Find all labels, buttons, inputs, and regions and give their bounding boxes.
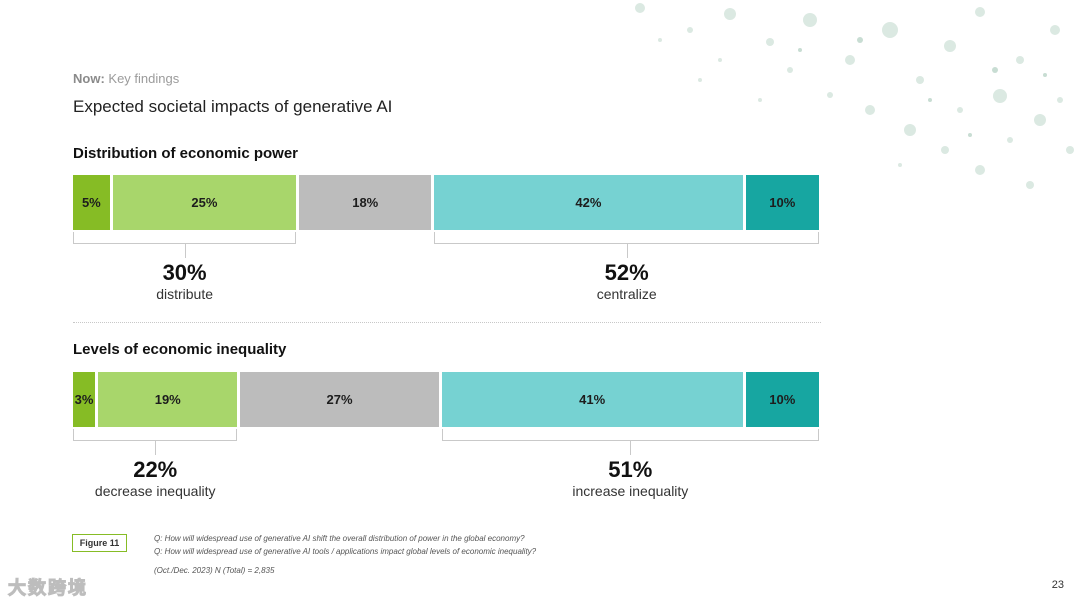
note-question-2: Q: How will widespread use of generative…	[154, 547, 537, 556]
group-bracket	[73, 232, 297, 244]
bar-segment: 41%	[441, 372, 743, 427]
decorative-dots	[635, 3, 1074, 189]
group-bracket-stem	[626, 244, 628, 258]
group-total-value: 30%	[162, 260, 207, 285]
group-total-value: 22%	[133, 457, 178, 482]
group-label: increase inequality	[572, 483, 689, 499]
group-bracket	[434, 232, 819, 244]
kicker-bold: Now:	[73, 71, 105, 86]
bar-segment: 3%	[73, 372, 96, 427]
group-bracket-stem	[630, 441, 632, 455]
bar-segment: 10%	[745, 372, 819, 427]
group-bracket-stem	[155, 441, 157, 455]
group-total-value: 52%	[604, 260, 649, 285]
chart-economic-inequality: 3% 19% 27% 41% 10% 22% decrease inequality 51% i…	[73, 372, 819, 522]
note-question-1: Q: How will widespread use of generative…	[154, 534, 525, 543]
page-subtitle: Expected societal impacts of generative …	[73, 97, 393, 116]
section-kicker: Now: Key findings	[73, 71, 179, 86]
bar-segment: 10%	[745, 175, 819, 230]
group-bracket-stem	[184, 244, 186, 258]
bar-segment: 19%	[98, 372, 238, 427]
section-divider	[73, 322, 821, 323]
group-label: centralize	[596, 286, 657, 302]
bar-segment: 25%	[112, 175, 297, 230]
chart-economic-power: 5% 25% 18% 42% 10% 30% distribute 52% centralize	[73, 175, 819, 325]
kicker-text: Key findings	[108, 71, 180, 86]
watermark: 大数跨境	[8, 578, 88, 599]
group-total-value: 51%	[608, 457, 653, 482]
bar-segment: 27%	[240, 372, 439, 427]
group-label: distribute	[156, 286, 213, 302]
bar-segment: 18%	[299, 175, 432, 230]
chart-title-economic-inequality: Levels of economic inequality	[73, 341, 287, 358]
chart-title-economic-power: Distribution of economic power	[73, 145, 299, 162]
page-number: 23	[1051, 579, 1064, 591]
group-bracket	[73, 429, 238, 441]
group-bracket	[441, 429, 819, 441]
bar-segment: 42%	[434, 175, 743, 230]
note-sample-base: (Oct./Dec. 2023) N (Total) = 2,835	[154, 566, 275, 575]
group-label: decrease inequality	[94, 483, 216, 499]
bar-segment: 5%	[73, 175, 110, 230]
figure-badge: Figure 11	[72, 534, 127, 552]
